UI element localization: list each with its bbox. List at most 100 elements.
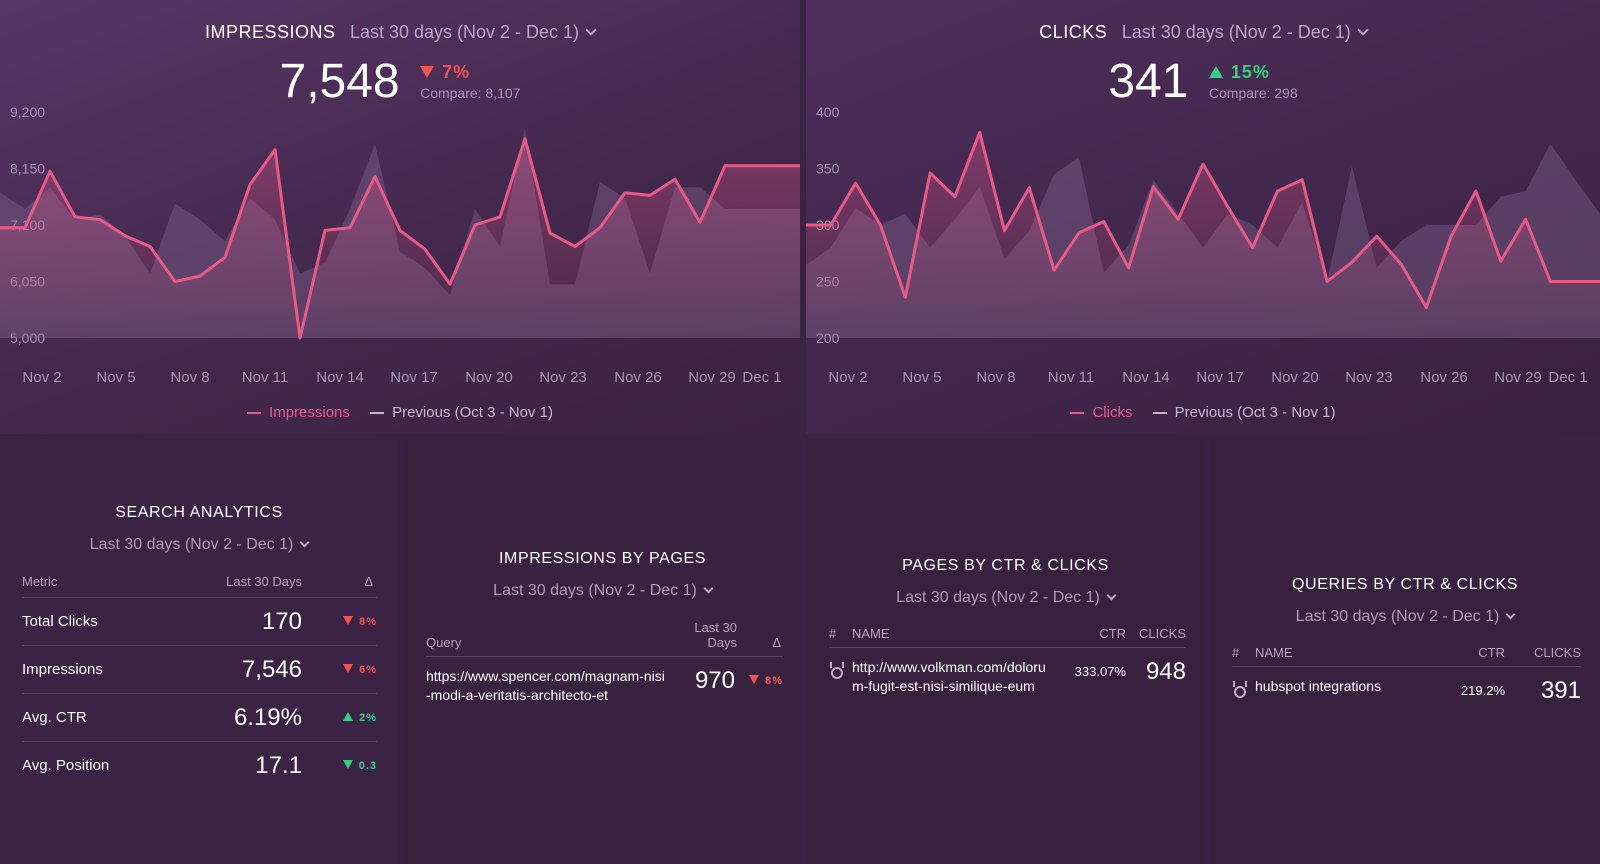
pages-by-ctr-panel: PAGES BY CTR & CLICKS Last 30 days (Nov … <box>807 440 1204 864</box>
legend-line-icon <box>370 412 385 415</box>
x-tick-label: Nov 14 <box>316 369 364 386</box>
impressions-by-pages-date-select[interactable]: Last 30 days (Nov 2 - Dec 1) <box>404 582 801 600</box>
impressions-by-pages-table: Query Last 30 Days Δ https://www.spencer.… <box>426 620 783 705</box>
search-analytics-date-select[interactable]: Last 30 days (Nov 2 - Dec 1) <box>0 536 398 554</box>
chevron-down-icon <box>1357 24 1369 36</box>
x-tick-label: Nov 29 <box>688 369 736 386</box>
chevron-down-icon <box>1505 609 1516 620</box>
queries-by-ctr-date-label: Last 30 days (Nov 2 - Dec 1) <box>1295 608 1500 625</box>
col-metric: Metric <box>22 574 182 598</box>
page-name[interactable]: http://www.volkman.com/dolorum-fugit-est… <box>852 659 1046 694</box>
clicks-value: 341 <box>1108 55 1189 108</box>
page-delta: 8% <box>765 675 783 687</box>
x-tick-label: Nov 11 <box>1048 369 1094 386</box>
table-row: hubspot integrations 219.2% 391 <box>1232 667 1581 705</box>
query-ctr: 219.2% <box>1460 683 1505 698</box>
table-row: https://www.spencer.com/magnam-nisi-modi… <box>426 657 783 705</box>
metric-value: 6.19% <box>182 693 302 742</box>
col-ctr: CTR <box>1478 645 1505 660</box>
impressions-value: 7,548 <box>279 55 400 108</box>
impressions-header: IMPRESSIONS Last 30 days (Nov 2 - Dec 1) <box>0 22 800 43</box>
impressions-legend: Impressions Previous (Oct 3 - Nov 1) <box>0 404 800 421</box>
impressions-panel: IMPRESSIONS Last 30 days (Nov 2 - Dec 1)… <box>0 0 800 434</box>
arrow-down-icon <box>343 615 354 625</box>
col-num: # <box>1232 645 1240 660</box>
impressions-delta-block: 7% Compare: 8,107 <box>420 62 520 101</box>
medal-icon <box>1232 681 1246 698</box>
x-tick-label: Nov 20 <box>465 369 513 386</box>
pages-by-ctr-date-select[interactable]: Last 30 days (Nov 2 - Dec 1) <box>807 589 1204 607</box>
legend-previous-label: Previous (Oct 3 - Nov 1) <box>1174 404 1336 421</box>
y-tick-label: 350 <box>816 161 840 177</box>
col-delta: Δ <box>772 635 781 650</box>
y-tick-label: 9,200 <box>10 104 45 120</box>
current-series-area <box>806 132 1600 338</box>
page-url[interactable]: https://www.spencer.com/magnam-nisi-modi… <box>426 668 665 703</box>
query-name[interactable]: hubspot integrations <box>1255 678 1382 694</box>
legend-previous[interactable]: Previous (Oct 3 - Nov 1) <box>1152 404 1336 421</box>
current-series-line <box>806 130 1600 309</box>
legend-line-icon <box>247 412 262 415</box>
legend-previous-label: Previous (Oct 3 - Nov 1) <box>392 404 553 421</box>
x-tick-label: Nov 5 <box>902 369 941 386</box>
legend-current[interactable]: Impressions <box>247 404 350 421</box>
x-tick-label: Nov 8 <box>170 369 209 386</box>
chevron-down-icon <box>1106 590 1117 601</box>
page-clicks: 948 <box>1145 658 1186 685</box>
page-value: 970 <box>694 667 735 694</box>
legend-current[interactable]: Clicks <box>1070 404 1132 421</box>
table-row: Avg. Position 17.1 0.3 <box>22 742 377 790</box>
table-row: Total Clicks 170 8% <box>22 597 377 646</box>
chevron-down-icon <box>585 24 597 36</box>
clicks-date-label: Last 30 days (Nov 2 - Dec 1) <box>1121 22 1351 42</box>
queries-by-ctr-table: # NAME CTR CLICKS hubspot integrations 2… <box>1232 645 1581 705</box>
arrow-up-icon <box>343 711 354 721</box>
x-tick-label: Nov 17 <box>390 369 438 386</box>
metric-delta: 0.3 <box>358 759 377 772</box>
x-tick-label: Nov 26 <box>1420 369 1468 386</box>
impressions-by-pages-header: IMPRESSIONS BY PAGES Last 30 days (Nov 2… <box>404 550 801 600</box>
metric-label: Impressions <box>22 645 182 694</box>
clicks-metric: 341 15% Compare: 298 <box>806 54 1600 110</box>
legend-previous[interactable]: Previous (Oct 3 - Nov 1) <box>370 404 553 421</box>
arrow-down-icon <box>420 66 435 78</box>
current-series-area <box>0 138 800 338</box>
metric-value: 170 <box>182 597 302 646</box>
table-header: # NAME CTR CLICKS <box>1232 645 1581 667</box>
clicks-delta-block: 15% Compare: 298 <box>1208 62 1298 101</box>
clicks-panel: CLICKS Last 30 days (Nov 2 - Dec 1) 341 … <box>806 0 1600 434</box>
impressions-by-pages-panel: IMPRESSIONS BY PAGES Last 30 days (Nov 2… <box>404 440 801 864</box>
table-row: Impressions 7,546 6% <box>22 645 377 694</box>
pages-by-ctr-date-label: Last 30 days (Nov 2 - Dec 1) <box>896 589 1100 606</box>
impressions-date-select[interactable]: Last 30 days (Nov 2 - Dec 1) <box>350 22 597 42</box>
y-tick-label: 8,150 <box>10 161 45 177</box>
x-tick-label: Nov 2 <box>22 369 61 386</box>
x-tick-label: Nov 23 <box>539 369 587 386</box>
arrow-up-icon <box>1208 66 1223 78</box>
x-tick-label: Nov 5 <box>96 369 135 386</box>
clicks-date-select[interactable]: Last 30 days (Nov 2 - Dec 1) <box>1121 22 1369 42</box>
legend-line-icon <box>1070 412 1085 415</box>
table-row: Avg. CTR 6.19% 2% <box>22 693 377 742</box>
metric-delta: 2% <box>359 711 377 724</box>
x-tick-label: Nov 2 <box>828 369 867 386</box>
legend-current-label: Clicks <box>1092 404 1133 421</box>
chevron-down-icon <box>299 537 310 548</box>
x-tick-label: Nov 20 <box>1271 369 1319 386</box>
x-tick-label: Dec 1 <box>1548 369 1587 386</box>
queries-by-ctr-header: QUERIES BY CTR & CLICKS Last 30 days (No… <box>1210 576 1600 626</box>
x-tick-label: Nov 14 <box>1122 369 1170 386</box>
col-num: # <box>829 626 837 641</box>
queries-by-ctr-date-select[interactable]: Last 30 days (Nov 2 - Dec 1) <box>1210 608 1600 626</box>
table-header: Query Last 30 Days Δ <box>426 620 783 657</box>
col-period: Last 30 Days <box>677 620 737 650</box>
metric-delta: 6% <box>359 663 377 676</box>
arrow-down-icon <box>343 663 354 673</box>
x-tick-label: Nov 26 <box>614 369 662 386</box>
pages-by-ctr-table: # NAME CTR CLICKS http://www.volkman.com… <box>829 626 1186 696</box>
clicks-header: CLICKS Last 30 days (Nov 2 - Dec 1) <box>806 22 1600 43</box>
clicks-legend: Clicks Previous (Oct 3 - Nov 1) <box>806 404 1600 421</box>
search-analytics-title: SEARCH ANALYTICS <box>115 504 283 521</box>
